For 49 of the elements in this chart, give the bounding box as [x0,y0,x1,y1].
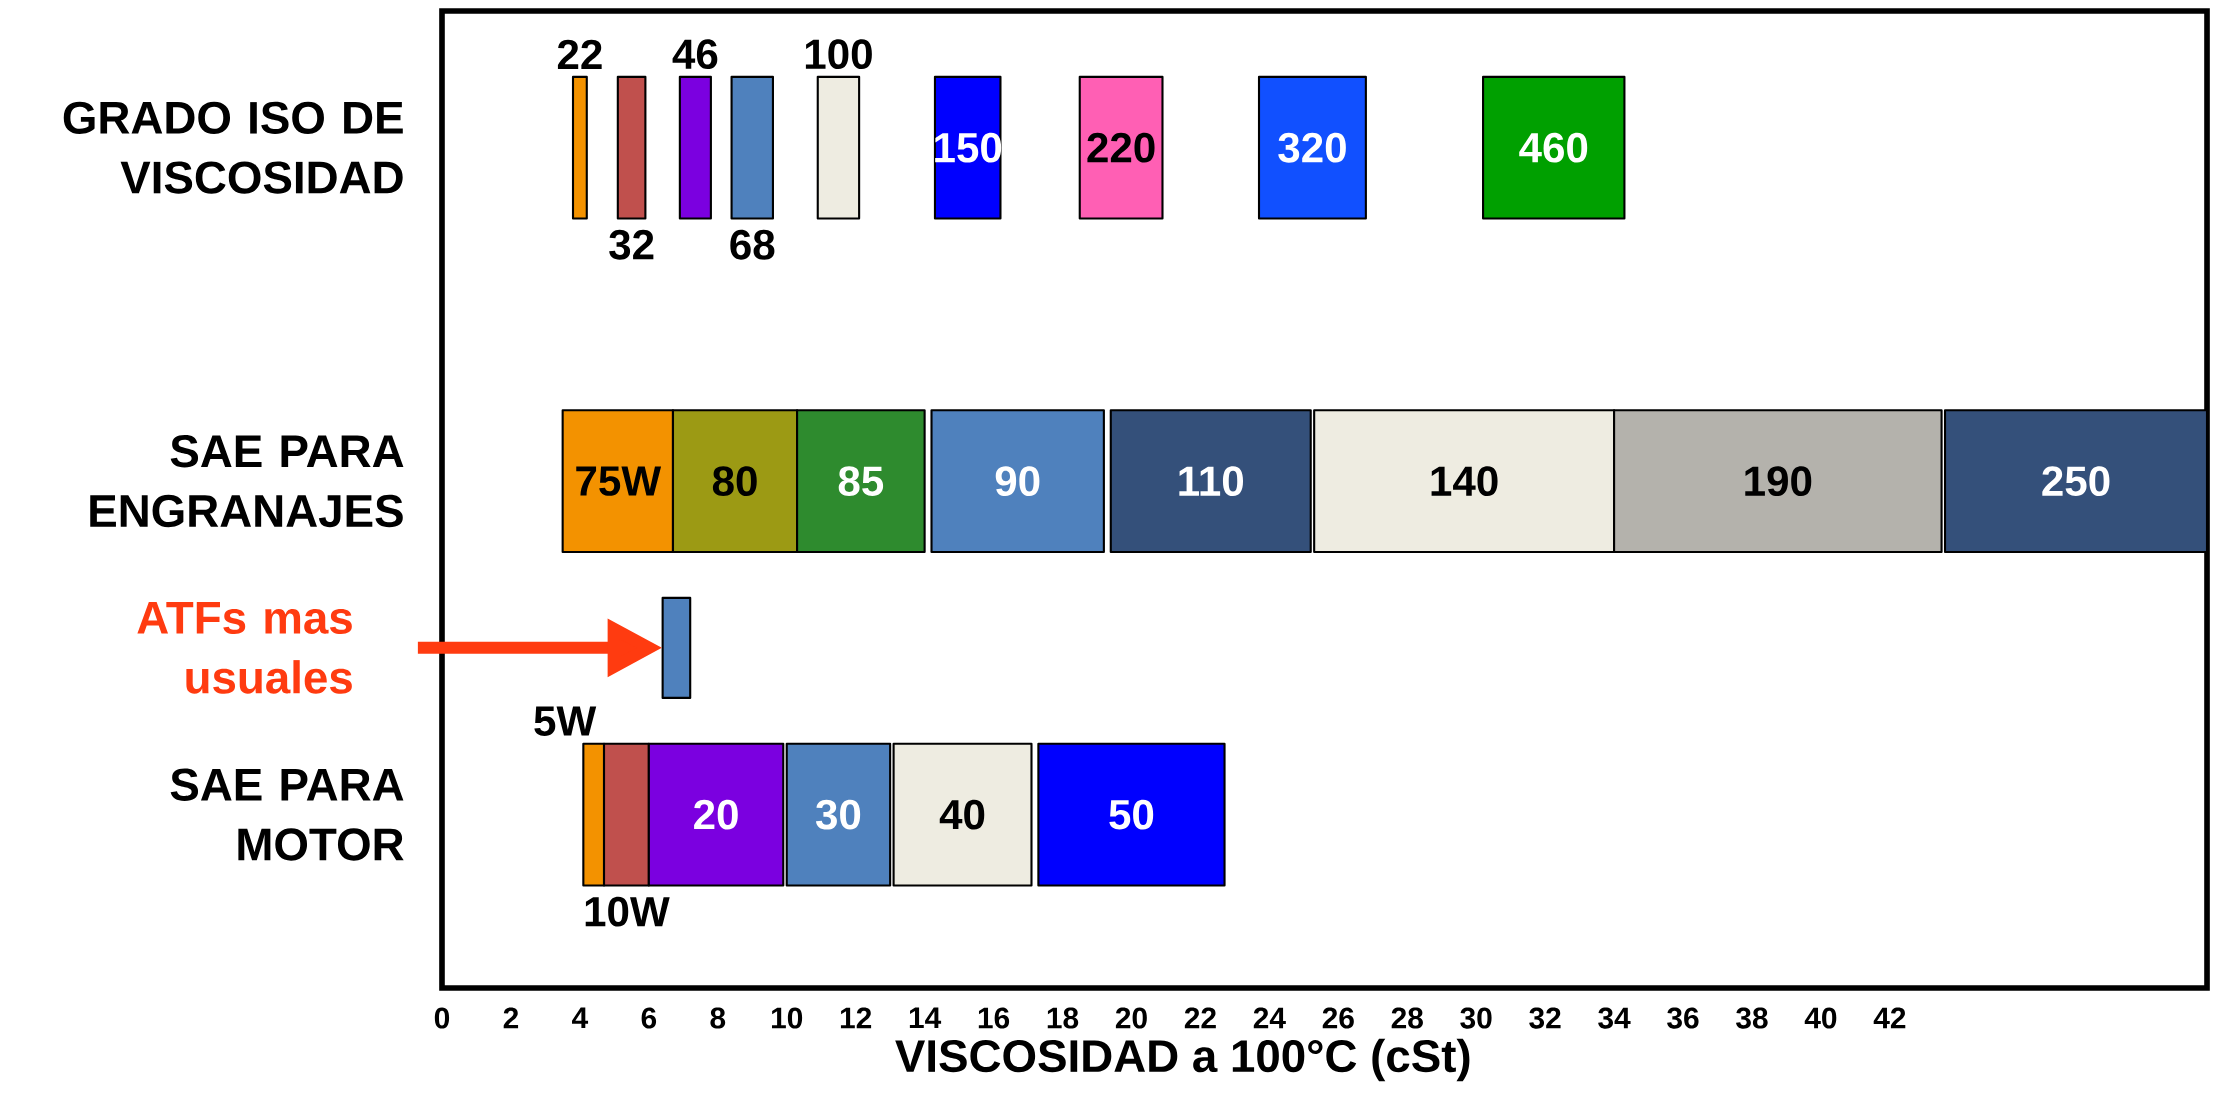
x-tick-label: 40 [1804,1007,1837,1029]
x-tick-label: 38 [1736,1007,1768,1029]
x-tick-label: 20 [1115,1007,1147,1029]
y-tick-label: SAE PARA MOTOR [170,768,404,861]
x-tick-label: 34 [1598,1007,1631,1029]
series-label: 460 [1519,132,1588,163]
y-tick-label: GRADO ISO DE VISCOSIDAD [63,101,403,194]
x-tick-label: 22 [1184,1007,1216,1029]
series-label: 32 [609,229,654,260]
x-tick-label: 30 [1460,1007,1492,1029]
series-label: 320 [1278,132,1346,163]
x-tick-label: 10 [771,1007,803,1029]
series-label: 40 [939,799,985,830]
x-tick-label: 24 [1253,1007,1286,1029]
series-label: 190 [1745,466,1812,497]
series-label: 46 [672,39,718,70]
x-tick-label: 16 [978,1007,1010,1029]
series-label: 250 [2042,466,2110,497]
series-label: 10W [585,896,670,927]
series-label: 220 [1087,132,1155,163]
series-label: 100 [805,39,872,70]
x-tick-label: 12 [840,1007,872,1029]
x-tick-label: 42 [1873,1007,1906,1029]
x-tick-label: 14 [909,1007,942,1028]
x-axis-title: VISCOSIDAD a 100°C (cSt) [895,1038,1470,1082]
y-tick-label: SAE PARA ENGRANAJES [90,435,404,528]
x-tick-label: 6 [641,1007,657,1029]
x-tick-label: 28 [1391,1007,1423,1029]
x-tick-label: 8 [710,1007,726,1029]
x-tick-label: 26 [1322,1007,1354,1029]
series-label: 85 [838,466,884,497]
series-label: 80 [712,466,757,497]
x-tick-label: 36 [1667,1007,1699,1029]
series-label: 68 [730,229,775,260]
x-tick-label: 32 [1529,1007,1561,1029]
series-label: 22 [557,39,602,70]
series-label: 5W [534,706,597,736]
x-tick-label: 0 [434,1007,450,1029]
series-label: 20 [694,799,738,830]
series-label: 30 [815,799,861,830]
series-label: 140 [1431,466,1498,497]
series-label: 90 [995,466,1040,497]
text: ATFs mas usuales [137,602,352,694]
series-label: 75W [576,466,662,496]
x-tick-label: 4 [572,1007,589,1028]
series-label: 50 [1109,799,1154,830]
series-label: 110 [1179,466,1244,497]
x-tick-label: 2 [503,1007,519,1029]
x-tick-label: 18 [1047,1007,1079,1029]
